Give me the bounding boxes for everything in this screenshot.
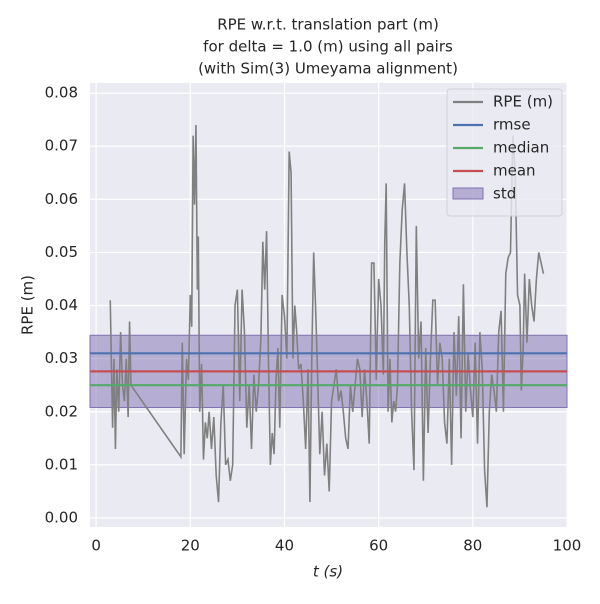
- chart-title: (with Sim(3) Umeyama alignment): [198, 60, 458, 78]
- legend-label: RPE (m): [493, 93, 553, 111]
- marks: [89, 124, 568, 508]
- x-tick-label: 40: [275, 537, 294, 555]
- y-tick-label: 0.03: [45, 349, 78, 367]
- chart-title: for delta = 1.0 (m) using all pairs: [203, 38, 453, 56]
- y-tick-label: 0.07: [45, 137, 78, 155]
- legend: RPE (m) rmse median mean std: [446, 88, 563, 217]
- x-axis-label: t (s): [313, 563, 343, 581]
- legend-label: median: [493, 139, 549, 157]
- legend-label: std: [493, 185, 516, 203]
- legend-swatch: [452, 187, 484, 200]
- x-tick-label: 20: [181, 537, 200, 555]
- rpe-line: [109, 124, 545, 508]
- y-tick-label: 0.05: [45, 243, 78, 261]
- x-tick-label: 100: [553, 537, 582, 555]
- y-tick-label: 0.04: [45, 296, 78, 314]
- y-tick-label: 0.00: [45, 508, 78, 526]
- chart-title: RPE w.r.t. translation part (m): [217, 16, 439, 34]
- x-tick-label: 80: [463, 537, 482, 555]
- y-tick-label: 0.02: [45, 402, 78, 420]
- y-tick-label: 0.01: [45, 455, 78, 473]
- legend-label: rmse: [493, 116, 531, 134]
- y-tick-label: 0.08: [45, 84, 78, 102]
- x-tick-label: 0: [91, 537, 101, 555]
- x-tick-label: 60: [369, 537, 388, 555]
- y-axis-label: RPE (m): [19, 275, 37, 335]
- legend-box: [446, 88, 563, 217]
- legend-label: mean: [493, 162, 536, 180]
- y-tick-label: 0.06: [45, 190, 78, 208]
